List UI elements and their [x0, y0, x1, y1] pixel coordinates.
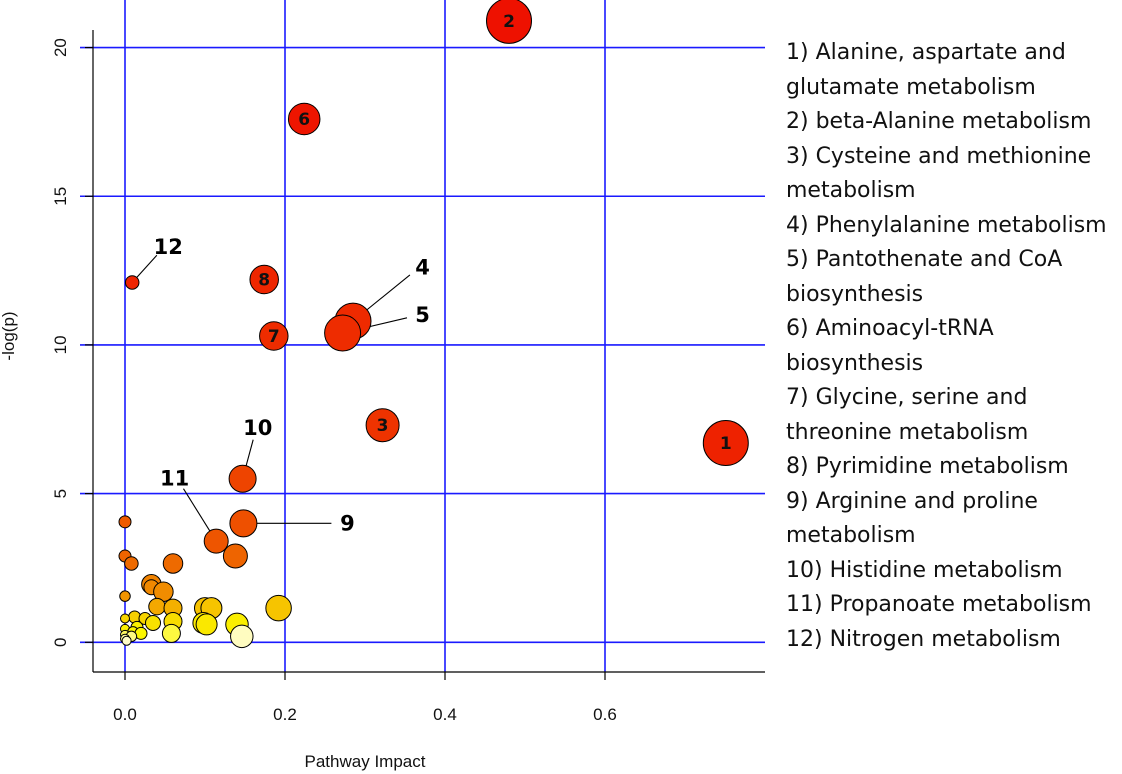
legend-item: 12) Nitrogen metabolism [786, 626, 1061, 652]
data-point-pathway-10 [228, 464, 257, 493]
data-point [222, 543, 248, 569]
data-point-pathway-8 [249, 264, 279, 295]
grid-lines [80, 0, 765, 672]
data-point-pathway-6 [287, 102, 321, 136]
callout-label: 12 [154, 235, 183, 259]
x-tick-label: 0.6 [593, 705, 617, 724]
callout-leader-lines [131, 254, 411, 542]
data-point [119, 590, 131, 602]
data-point [145, 614, 161, 631]
callout-label: 11 [160, 467, 189, 491]
point-label: 3 [377, 416, 389, 436]
legend-item: 2) beta-Alanine metabolism [786, 109, 1092, 134]
callout-label: 4 [415, 256, 430, 280]
pathway-legend: 1) Alanine, aspartate and glutamate meta… [786, 36, 1122, 657]
callout-label: 5 [415, 303, 430, 327]
y-tick-label: 15 [51, 187, 70, 206]
x-tick-label: 0.4 [433, 705, 457, 724]
legend-item: 7) Glycine, serine and threonine metabol… [786, 385, 1029, 445]
data-point-pathway-9 [229, 509, 258, 538]
legend-item: 5) Pantothenate and CoA biosynthesis [786, 247, 1063, 307]
callout-label: 9 [340, 511, 355, 535]
point-label: 8 [258, 271, 270, 291]
x-tick-label: 0.0 [113, 705, 137, 724]
y-tick-label: 5 [51, 489, 70, 498]
x-tick-label: 0.2 [273, 705, 297, 724]
point-label: 2 [503, 12, 515, 32]
legend-item: 10) Histidine metabolism [786, 557, 1063, 583]
y-tick-label: 20 [51, 38, 70, 57]
legend-item: 1) Alanine, aspartate and glutamate meta… [786, 40, 1066, 100]
point-label: 6 [298, 110, 310, 130]
legend-item: 11) Propanoate metabolism [786, 592, 1092, 617]
data-point-pathway-3 [365, 408, 400, 443]
data-point [121, 635, 132, 646]
data-point [124, 556, 139, 571]
data-point-pathway-5 [324, 314, 362, 352]
legend-item: 8) Pyrimidine metabolism [786, 454, 1069, 479]
point-label: 1 [720, 434, 732, 454]
data-point [265, 594, 292, 622]
data-point [118, 515, 132, 529]
data-point-pathway-12 [124, 275, 140, 290]
x-axis-ticks: 0.0 0.2 0.4 0.6 [113, 672, 617, 724]
data-point-pathway-7 [259, 321, 289, 351]
data-point [148, 597, 166, 616]
y-tick-label: 0 [51, 638, 70, 647]
legend-item: 4) Phenylalanine metabolism [786, 212, 1107, 238]
legend-item: 6) Aminoacyl-tRNA biosynthesis [786, 316, 994, 376]
legend-item: 9) Arginine and proline metabolism [786, 488, 1038, 549]
y-tick-label: 10 [51, 335, 70, 354]
axes [92, 30, 765, 673]
callout-label: 10 [243, 416, 272, 440]
y-axis-ticks: 0 5 10 15 20 [51, 38, 93, 647]
y-axis-title: -log(p) [0, 311, 18, 360]
data-point [120, 613, 130, 624]
data-point-pathway-1 [702, 420, 749, 467]
data-points [118, 0, 749, 649]
data-point [195, 613, 218, 636]
x-axis-title: Pathway Impact [305, 752, 426, 771]
data-point [230, 624, 254, 649]
data-point-pathway-11 [203, 528, 229, 554]
data-point-pathway-2 [486, 0, 532, 44]
data-point [162, 553, 184, 574]
data-point [161, 623, 181, 643]
legend-item: 3) Cysteine and methionine metabolism [786, 143, 1092, 204]
point-label: 7 [268, 327, 280, 347]
